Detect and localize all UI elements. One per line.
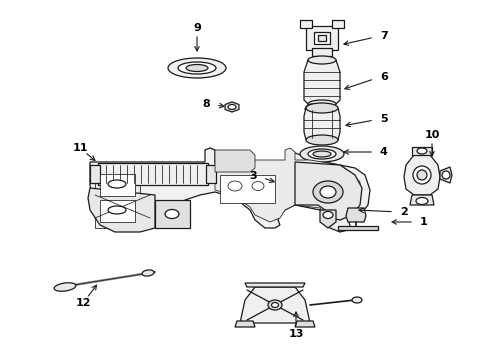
Text: 13: 13 xyxy=(288,329,303,339)
Bar xyxy=(205,165,216,183)
Ellipse shape xyxy=(416,148,426,154)
Polygon shape xyxy=(305,26,337,50)
Ellipse shape xyxy=(305,103,337,113)
Text: 3: 3 xyxy=(249,171,257,181)
Polygon shape xyxy=(215,150,254,172)
Ellipse shape xyxy=(323,211,332,219)
Polygon shape xyxy=(294,162,361,220)
Ellipse shape xyxy=(312,151,330,157)
Polygon shape xyxy=(403,155,439,195)
Polygon shape xyxy=(88,188,155,232)
Bar xyxy=(90,165,100,183)
Ellipse shape xyxy=(441,171,449,179)
Polygon shape xyxy=(409,195,433,205)
Polygon shape xyxy=(346,208,365,222)
Text: 2: 2 xyxy=(399,207,407,217)
Bar xyxy=(155,200,190,228)
Ellipse shape xyxy=(251,181,264,190)
Polygon shape xyxy=(235,321,254,327)
Ellipse shape xyxy=(271,302,278,307)
Ellipse shape xyxy=(178,62,216,74)
Text: 8: 8 xyxy=(202,99,209,109)
Text: 6: 6 xyxy=(379,72,387,82)
Ellipse shape xyxy=(54,283,76,291)
Ellipse shape xyxy=(305,135,337,145)
Polygon shape xyxy=(299,20,311,28)
Ellipse shape xyxy=(415,198,427,204)
Polygon shape xyxy=(98,163,207,185)
Bar xyxy=(100,200,135,222)
Polygon shape xyxy=(337,226,377,230)
Polygon shape xyxy=(411,147,431,155)
Text: 4: 4 xyxy=(379,147,387,157)
Ellipse shape xyxy=(168,58,225,78)
Polygon shape xyxy=(90,148,369,232)
Ellipse shape xyxy=(227,104,236,109)
Ellipse shape xyxy=(416,170,426,180)
Ellipse shape xyxy=(108,206,126,214)
Ellipse shape xyxy=(227,181,242,191)
Bar xyxy=(317,35,325,41)
Polygon shape xyxy=(294,321,314,327)
Ellipse shape xyxy=(307,149,335,159)
Ellipse shape xyxy=(185,64,207,72)
Ellipse shape xyxy=(351,297,361,303)
Text: 11: 11 xyxy=(72,143,87,153)
Ellipse shape xyxy=(319,186,335,198)
Text: 7: 7 xyxy=(379,31,387,41)
Polygon shape xyxy=(331,20,343,28)
Text: 1: 1 xyxy=(419,217,427,227)
Polygon shape xyxy=(224,102,239,112)
Ellipse shape xyxy=(299,146,343,162)
Bar xyxy=(100,174,135,196)
Polygon shape xyxy=(319,210,335,228)
Polygon shape xyxy=(244,283,305,287)
Ellipse shape xyxy=(307,56,335,64)
Polygon shape xyxy=(439,167,451,183)
Bar xyxy=(220,175,274,203)
Ellipse shape xyxy=(412,166,430,184)
Polygon shape xyxy=(304,108,339,140)
Ellipse shape xyxy=(307,100,335,108)
Ellipse shape xyxy=(267,300,282,310)
Polygon shape xyxy=(215,148,359,222)
Bar xyxy=(313,32,329,44)
Ellipse shape xyxy=(312,181,342,203)
Text: 12: 12 xyxy=(75,298,91,308)
Ellipse shape xyxy=(142,270,154,276)
Ellipse shape xyxy=(164,210,179,219)
Polygon shape xyxy=(240,287,309,323)
Ellipse shape xyxy=(108,180,126,188)
Polygon shape xyxy=(95,168,140,228)
Polygon shape xyxy=(304,60,339,104)
Text: 10: 10 xyxy=(424,130,439,140)
Text: 5: 5 xyxy=(379,114,387,124)
Text: 9: 9 xyxy=(193,23,201,33)
Polygon shape xyxy=(311,48,331,56)
